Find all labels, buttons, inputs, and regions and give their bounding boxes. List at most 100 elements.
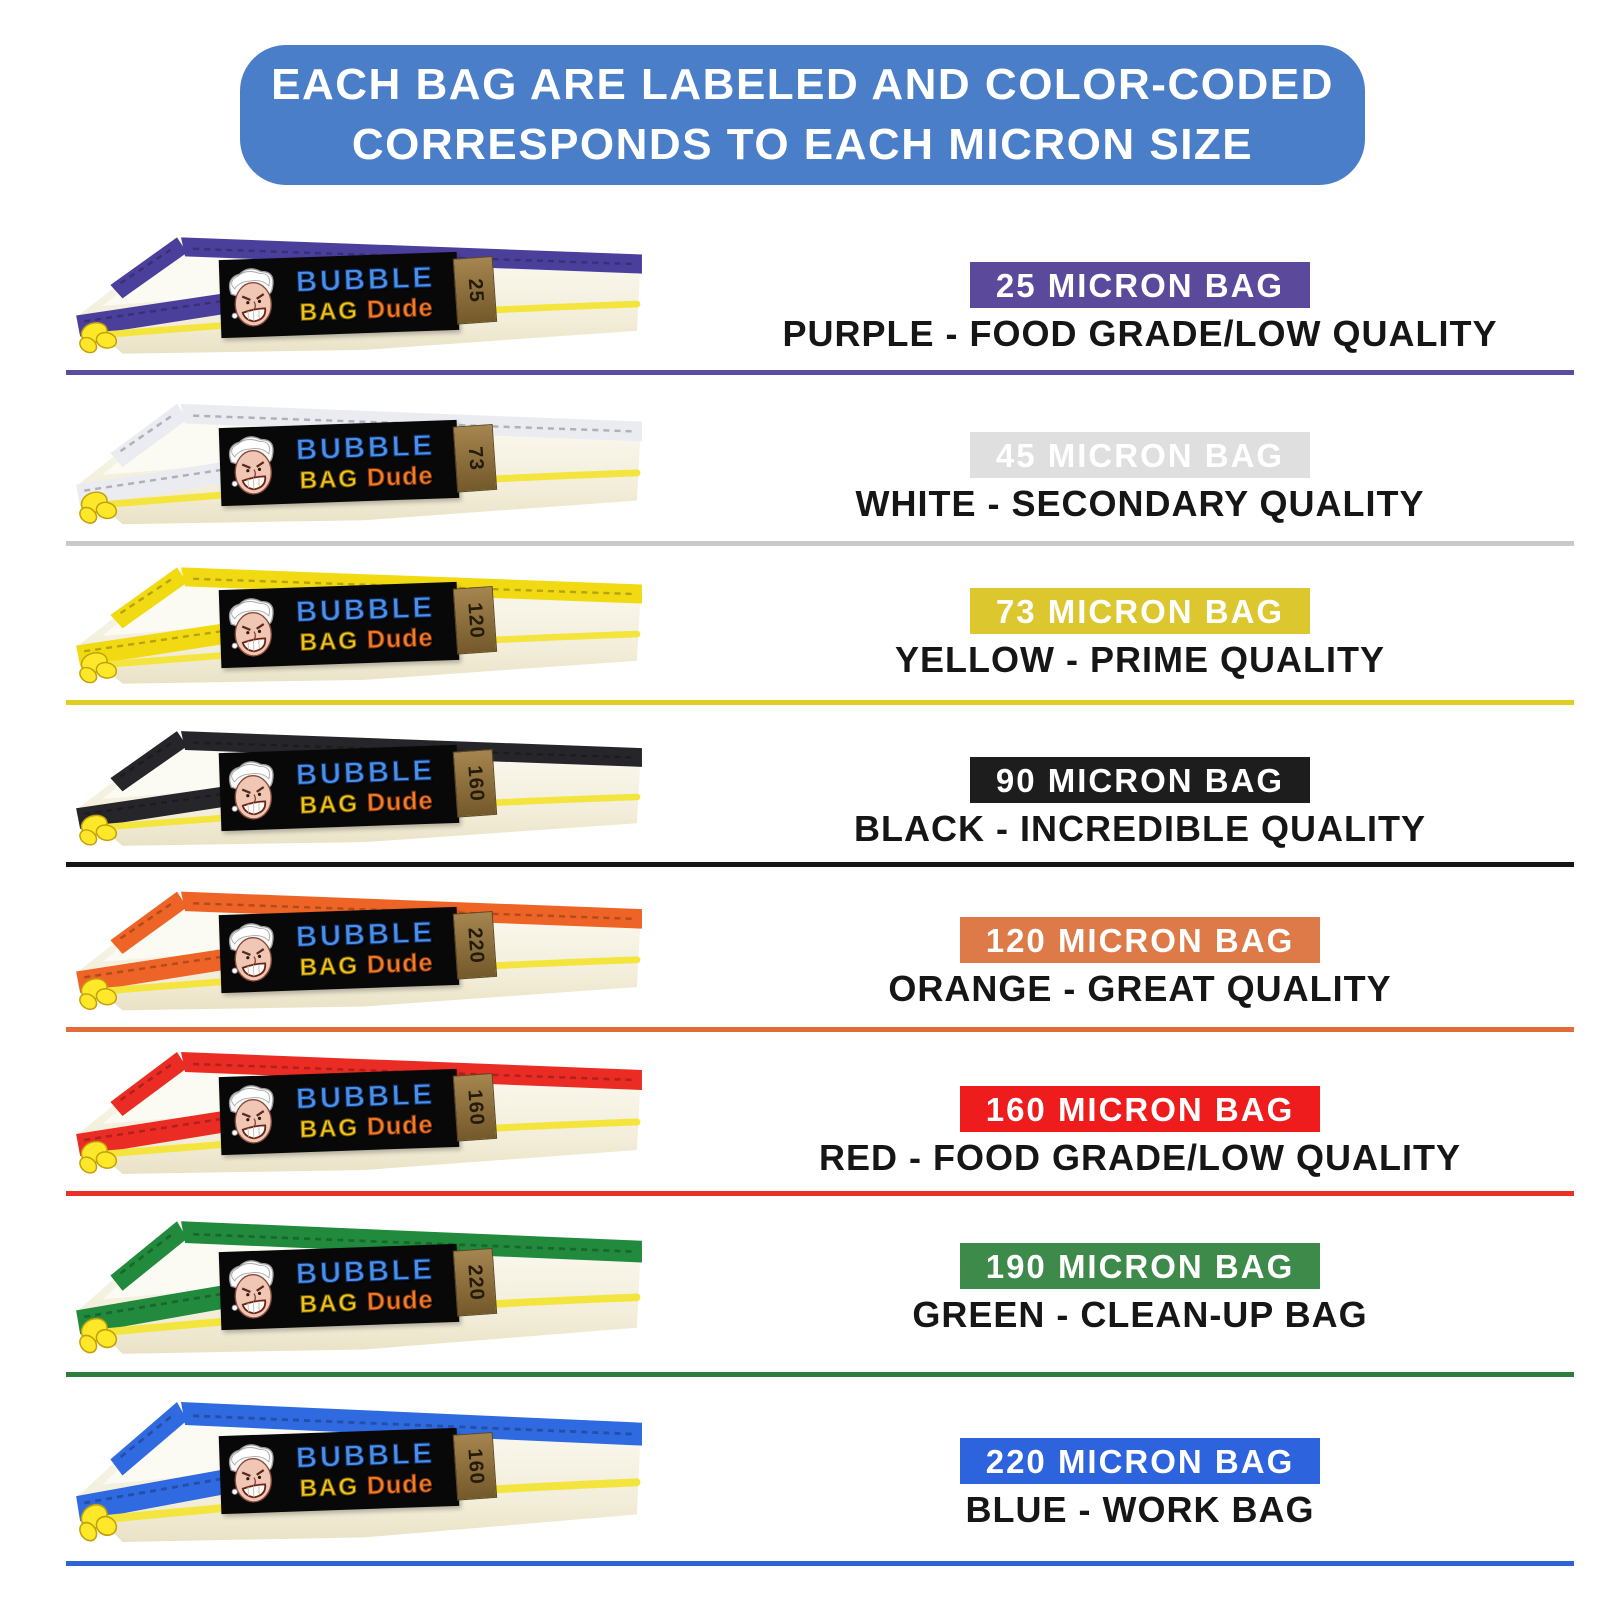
drawstring-knot-icon [79, 1317, 118, 1354]
quality-description: WHITE - SECONDARY QUALITY [855, 483, 1425, 524]
micron-badge: 120 MICRON BAG [959, 917, 1321, 963]
brand-word-bag: BAG [299, 1288, 360, 1318]
bag-photo: BUBBLE BAG Dude 220 [62, 878, 647, 1024]
bubble-bag-dude-label: BUBBLE BAG Dude 25 [218, 251, 498, 338]
brand-word-bubble: BUBBLE [295, 753, 436, 791]
bag-photo: BUBBLE BAG Dude 73 [62, 390, 647, 538]
row-info: 90 MICRON BAG BLACK - INCREDIBLE QUALITY [740, 757, 1540, 850]
row-info: 220 MICRON BAG BLUE - WORK BAG [740, 1438, 1540, 1531]
brand-logo: BUBBLE BAG Dude [279, 1437, 453, 1503]
bubble-bag-dude-label: BUBBLE BAG Dude 120 [218, 581, 498, 668]
micron-badge: 220 MICRON BAG [959, 1438, 1321, 1484]
micron-badge: 25 MICRON BAG [969, 262, 1311, 308]
bag-photo: BUBBLE BAG Dude 220 [62, 1206, 647, 1369]
dude-face-icon [228, 1259, 274, 1319]
micron-tag-number: 25 [463, 276, 488, 303]
quality-description: RED - FOOD GRADE/LOW QUALITY [819, 1137, 1461, 1178]
micron-tag-number: 220 [463, 926, 488, 965]
row-divider-line [66, 1561, 1574, 1566]
brand-word-bubble: BUBBLE [295, 916, 436, 954]
micron-badge: 90 MICRON BAG [969, 757, 1311, 803]
row-divider-line [66, 862, 1574, 867]
brand-word-bag: BAG [299, 464, 360, 494]
micron-badge: 190 MICRON BAG [959, 1243, 1321, 1289]
row-info: 25 MICRON BAG PURPLE - FOOD GRADE/LOW QU… [740, 262, 1540, 355]
brand-word-dude: Dude [366, 461, 434, 492]
bag-photo: BUBBLE BAG Dude 160 [62, 1038, 647, 1188]
micron-size-tag: 25 [452, 255, 498, 325]
brand-word-bubble: BUBBLE [295, 1437, 436, 1475]
row-info: 120 MICRON BAG ORANGE - GREAT QUALITY [740, 917, 1540, 1010]
micron-tag-number: 220 [463, 1262, 488, 1301]
bag-photo: BUBBLE BAG Dude 160 [62, 1386, 647, 1558]
brand-word-bubble: BUBBLE [295, 1252, 436, 1290]
bubble-bag-dude-label: BUBBLE BAG Dude 220 [218, 906, 498, 994]
brand-logo: BUBBLE BAG Dude [279, 753, 453, 819]
drawstring-knot-icon [79, 491, 118, 524]
quality-description: PURPLE - FOOD GRADE/LOW QUALITY [782, 313, 1498, 354]
micron-size-tag: 220 [452, 910, 498, 980]
micron-badge: 73 MICRON BAG [969, 588, 1311, 634]
bubble-bag-dude-label: BUBBLE BAG Dude 73 [218, 419, 498, 507]
quality-description: BLUE - WORK BAG [965, 1489, 1315, 1530]
drawstring-knot-icon [79, 1503, 118, 1542]
micron-size-tag: 120 [452, 585, 498, 655]
bubble-bag-dude-label: BUBBLE BAG Dude 160 [218, 744, 498, 831]
micron-tag-number: 160 [463, 763, 488, 802]
micron-tag-number: 73 [463, 445, 488, 472]
brand-word-bubble: BUBBLE [295, 260, 436, 298]
micron-tag-number: 160 [463, 1447, 488, 1486]
drawstring-knot-icon [79, 814, 118, 846]
brand-word-bubble: BUBBLE [295, 590, 436, 628]
header-banner: EACH BAG ARE LABELED AND COLOR-CODED COR… [240, 45, 1365, 185]
header-line1: EACH BAG ARE LABELED AND COLOR-CODED [271, 60, 1334, 109]
row-divider-line [66, 1191, 1574, 1196]
brand-word-bag: BAG [299, 296, 360, 326]
bubble-bag-dude-label: BUBBLE BAG Dude 160 [218, 1427, 498, 1515]
brand-word-dude: Dude [366, 1469, 434, 1500]
brand-word-dude: Dude [366, 622, 434, 654]
dude-face-icon [228, 923, 274, 982]
bag-photo: BUBBLE BAG Dude 120 [62, 554, 647, 697]
bag-photo: BUBBLE BAG Dude 160 [62, 718, 647, 859]
dude-face-icon [228, 1085, 274, 1144]
brand-word-bag: BAG [299, 1472, 360, 1502]
bag-photo: BUBBLE BAG Dude 25 [62, 224, 647, 367]
brand-word-dude: Dude [366, 948, 434, 979]
micron-size-tag: 160 [452, 1431, 498, 1501]
micron-size-tag: 73 [452, 423, 498, 493]
drawstring-knot-icon [79, 1140, 118, 1174]
micron-badge: 45 MICRON BAG [969, 432, 1311, 478]
quality-description: YELLOW - PRIME QUALITY [895, 639, 1385, 680]
row-divider-line [66, 541, 1574, 546]
brand-word-dude: Dude [366, 292, 434, 324]
brand-logo: BUBBLE BAG Dude [279, 1078, 453, 1144]
brand-word-bubble: BUBBLE [295, 429, 436, 467]
micron-tag-number: 120 [463, 600, 488, 639]
bubble-bag-dude-label: BUBBLE BAG Dude 220 [218, 1243, 498, 1330]
brand-logo: BUBBLE BAG Dude [279, 260, 453, 326]
micron-size-tag: 220 [452, 1247, 498, 1317]
dude-face-icon [228, 597, 274, 657]
brand-word-bubble: BUBBLE [295, 1078, 436, 1116]
brand-word-dude: Dude [366, 1110, 434, 1141]
row-info: 45 MICRON BAG WHITE - SECONDARY QUALITY [740, 432, 1540, 525]
dude-face-icon [228, 1444, 274, 1503]
dude-face-icon [228, 760, 274, 820]
brand-word-bag: BAG [299, 951, 360, 981]
header-line2: CORRESPONDS TO EACH MICRON SIZE [351, 120, 1254, 169]
dude-face-icon [228, 436, 274, 495]
row-divider-line [66, 1027, 1574, 1032]
drawstring-knot-icon [79, 652, 118, 684]
dude-face-icon [228, 267, 274, 327]
row-divider-line [66, 700, 1574, 705]
row-info: 190 MICRON BAG GREEN - CLEAN-UP BAG [740, 1243, 1540, 1336]
micron-tag-number: 160 [463, 1088, 488, 1127]
row-divider-line [66, 370, 1574, 375]
brand-word-dude: Dude [366, 785, 434, 817]
quality-description: ORANGE - GREAT QUALITY [888, 968, 1392, 1009]
bubble-bag-dude-label: BUBBLE BAG Dude 160 [218, 1068, 498, 1156]
quality-description: GREEN - CLEAN-UP BAG [912, 1294, 1368, 1335]
row-info: 73 MICRON BAG YELLOW - PRIME QUALITY [740, 588, 1540, 681]
